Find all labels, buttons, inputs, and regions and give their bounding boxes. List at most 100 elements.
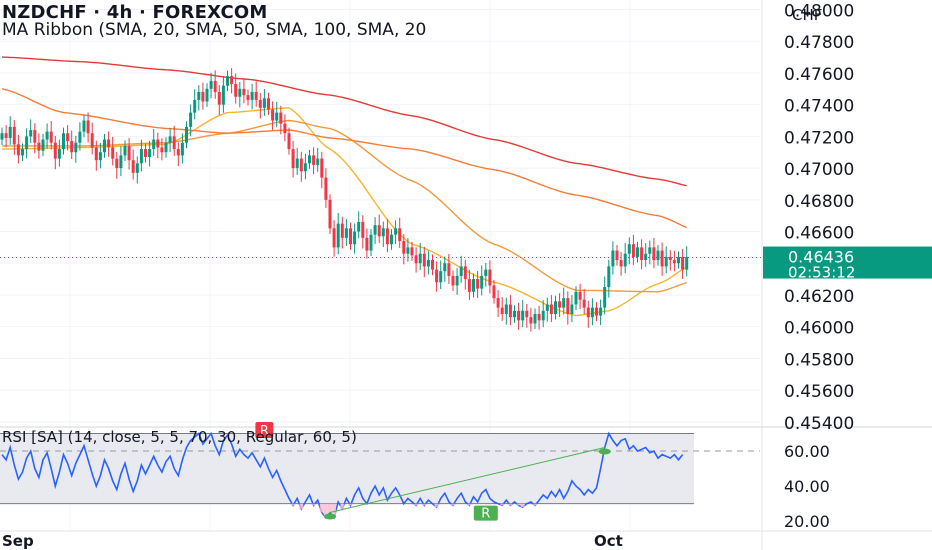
candle-body [529,317,533,324]
candle-body [385,228,389,245]
candle-body [115,158,119,169]
bull-divergence-label: R [481,507,490,522]
chart-title[interactable]: NZDCHF · 4h · FOREXCOM [2,2,268,23]
candle-body [570,304,574,314]
candle-body [262,98,266,108]
candle-body [418,253,422,264]
price-badge-value: 0.46436 [788,248,854,267]
candle-body [394,228,398,235]
candle-body [615,250,619,261]
candle-body [435,269,439,283]
candle-body [467,279,471,292]
price-tick-label: 0.46200 [784,287,854,307]
price-tick-label: 0.46600 [784,224,854,244]
candle-body [508,304,512,318]
candle-body [668,256,672,261]
candle-body [152,139,156,150]
candle-body [451,275,455,286]
candle-body [193,99,197,113]
candle-body [353,231,357,245]
bullish-divergence-line [329,447,605,513]
candle-body [574,291,578,305]
candle-body [525,310,529,318]
candle-body [271,109,275,121]
candle-body [373,225,377,235]
rsi-band [0,433,694,504]
price-tick-label: 0.45400 [784,414,854,434]
candle-body [0,133,4,140]
candle-body [12,126,16,145]
candle-body [279,112,283,124]
candle-body [476,279,480,289]
candle-body [29,130,33,137]
candle-body [463,266,467,280]
candle-body [291,149,295,169]
candle-body [287,133,291,150]
ma-line-sma-50 [2,119,687,293]
candle-body [619,260,623,267]
candle-body [230,76,234,85]
candle-body [545,304,549,311]
candle-body [197,91,201,100]
candle-body [513,310,516,318]
price-tick-label: 0.47000 [784,160,854,180]
candle-body [480,275,484,289]
candle-body [586,307,590,318]
rsi-tick-label: 60.00 [784,442,830,461]
candle-body [521,310,525,321]
candle-body [365,237,369,251]
candle-body [53,142,57,159]
candle-body [414,255,418,264]
candle-body [500,307,504,314]
candle-body [242,88,246,96]
rsi-panel[interactable]: RR [0,422,760,522]
candle-body [295,158,299,169]
candle-body [406,247,410,254]
candle-body [340,223,344,238]
candle-body [685,256,689,270]
candle-body [640,247,644,261]
candle-body [390,234,393,245]
candle-body [439,271,443,283]
candle-body [57,149,61,159]
price-badge[interactable] [763,246,932,279]
candle-body [443,263,447,272]
candle-body [578,291,582,300]
price-tick-label: 0.47800 [784,33,854,53]
rsi-legend[interactable]: RSI [SA] (14, close, 5, 5, 70, 30, Regul… [2,428,357,446]
ma-line-sma-100 [1,88,687,229]
candle-body [410,247,414,256]
candle-body [33,130,37,143]
candle-body [308,155,311,164]
candle-body [623,253,627,267]
candle-body [377,225,381,237]
candle-body [123,145,127,156]
candle-body [180,142,184,156]
candle-body [344,228,348,238]
rsi-oversold-fill [291,503,537,518]
ma-ribbon-legend[interactable]: MA Ribbon (SMA, 20, SMA, 50, SMA, 100, S… [2,20,427,40]
candle-body [238,88,242,97]
price-tick-label: 0.47400 [784,97,854,117]
candle-body [94,147,98,161]
candle-body [504,304,508,314]
candle-body [226,76,229,86]
candle-body [554,301,557,314]
price-tick-label: 0.47600 [784,65,854,85]
candle-body [533,313,537,324]
candle-body [455,275,459,286]
candle-body [144,149,147,157]
candle-body [316,158,320,165]
candle-body [611,250,615,267]
candle-body [488,269,492,286]
candle-body [221,85,225,105]
candle-body [381,228,385,237]
candle-body [250,91,254,100]
candle-body [328,199,332,229]
candle-body [41,139,45,151]
time-axis[interactable]: Sep Oct [2,532,623,550]
candle-body [492,285,496,299]
candle-body [217,91,221,105]
price-axis[interactable]: 0.48000 0.47800 0.47600 0.47400 0.47200 0.470… [763,2,932,532]
